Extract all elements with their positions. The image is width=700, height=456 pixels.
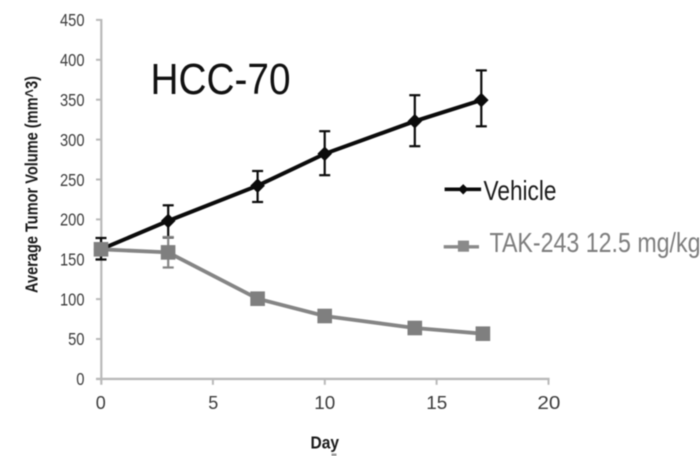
svg-text:10: 10: [314, 393, 335, 413]
svg-text:TAK-243 12.5 mg/kg: TAK-243 12.5 mg/kg: [490, 227, 700, 258]
svg-text:0: 0: [96, 393, 106, 413]
svg-text:150: 150: [60, 250, 85, 270]
svg-text:Vehicle: Vehicle: [484, 175, 557, 206]
svg-text:400: 400: [60, 50, 85, 70]
svg-text:0: 0: [76, 369, 84, 389]
svg-text:250: 250: [60, 170, 85, 190]
svg-text:Average Tumor Volume (mm^3): Average Tumor Volume (mm^3): [22, 76, 42, 293]
svg-text:100: 100: [60, 289, 85, 309]
svg-text:200: 200: [60, 210, 85, 230]
svg-text:20: 20: [537, 393, 560, 413]
svg-text:15: 15: [426, 393, 447, 413]
svg-text:5: 5: [208, 393, 218, 413]
svg-text:HCC-70: HCC-70: [151, 55, 291, 104]
svg-text:50: 50: [68, 329, 84, 349]
svg-text:Day: Day: [311, 433, 340, 453]
svg-text:350: 350: [60, 90, 85, 110]
svg-text:450: 450: [60, 10, 85, 30]
svg-text:300: 300: [60, 130, 85, 150]
